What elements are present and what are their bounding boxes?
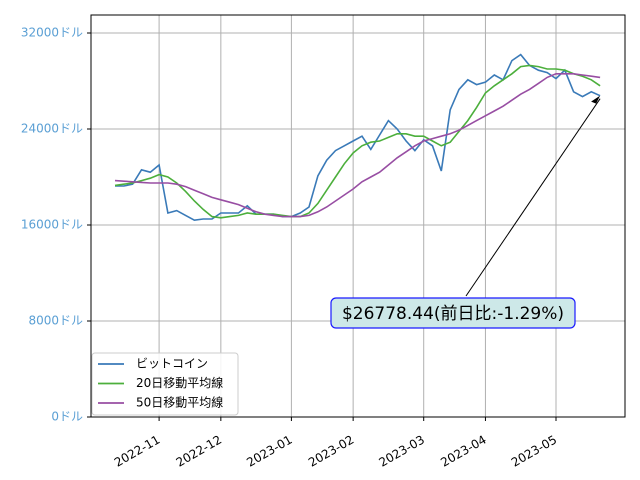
y-tick-label: 8000ドル (28, 314, 83, 328)
legend-label: 50日移動平均線 (136, 395, 223, 410)
x-tick-label: 2022-11 (112, 433, 162, 470)
y-tick-label: 32000ドル (21, 26, 83, 40)
x-tick-label: 2023-05 (509, 433, 559, 470)
legend-label: 20日移動平均線 (136, 375, 223, 390)
series-line (114, 73, 601, 218)
x-tick-label: 2023-01 (244, 433, 294, 470)
annotation-text: $26778.44(前日比:-1.29%) (342, 304, 564, 324)
x-tick-label: 2023-03 (377, 433, 427, 470)
legend-label: ビットコイン (136, 357, 208, 371)
plot-frame (90, 14, 626, 418)
y-tick-label: 0ドル (51, 410, 83, 424)
x-tick-label: 2023-04 (438, 433, 488, 470)
annotation-box (330, 297, 576, 329)
arrow-head (591, 95, 601, 104)
series-line (114, 64, 601, 219)
y-tick-label: 16000ドル (21, 218, 83, 232)
annotation-arrow (465, 98, 601, 297)
y-tick-label: 24000ドル (21, 122, 83, 136)
x-tick-label: 2022-12 (174, 433, 224, 470)
series-line (115, 53, 601, 222)
plot-area (91, 15, 625, 417)
legend-box (91, 352, 239, 416)
x-tick-label: 2023-02 (306, 433, 356, 470)
